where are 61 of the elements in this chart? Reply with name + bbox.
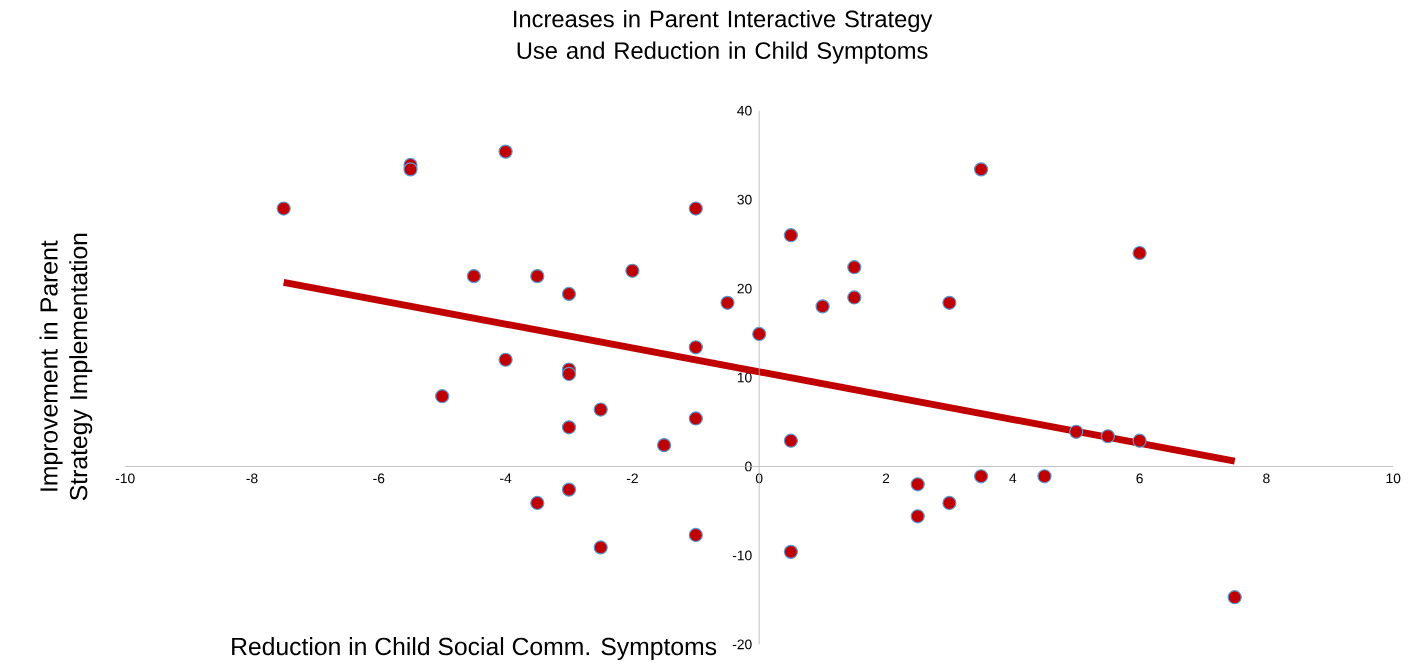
point: [498, 352, 513, 367]
x-tick-label: 0: [755, 473, 763, 484]
x-tick-label: 2: [882, 473, 890, 484]
point: [783, 544, 799, 559]
y-axis-title: Improvement in Parent Strategy Implementation: [39, 233, 93, 501]
point: [973, 469, 989, 484]
point: [276, 201, 291, 216]
x-tick-label: -10: [115, 473, 135, 484]
point: [435, 389, 450, 404]
point: [561, 366, 577, 382]
x-axis-title: Reduction in Child Social Comm. Symptoms: [232, 637, 717, 661]
point: [783, 228, 799, 243]
point: [942, 295, 957, 310]
point: [1227, 590, 1242, 605]
point: [973, 162, 989, 177]
point: [403, 162, 418, 177]
x-tick-label: -2: [626, 473, 638, 484]
point: [688, 527, 703, 543]
point: [783, 433, 799, 448]
point: [815, 299, 830, 314]
point: [561, 482, 577, 497]
y-tick-label: -10: [732, 550, 752, 561]
point: [498, 144, 513, 159]
chart-title: Increases in Parent Interactive Strategy Use and Reduction in Child Symptoms: [514, 9, 933, 64]
x-tick-label: -4: [500, 473, 512, 483]
point: [942, 495, 957, 511]
point: [847, 290, 862, 305]
point: [561, 420, 577, 435]
x-tick-label: 6: [1136, 473, 1143, 484]
point: [688, 201, 703, 216]
point: [688, 411, 703, 426]
point: [1037, 469, 1052, 484]
y-tick-label: 20: [737, 283, 752, 294]
point: [720, 295, 735, 310]
y-tick-label: 0: [745, 461, 752, 472]
point: [530, 495, 545, 511]
x-tick-label: 8: [1263, 473, 1270, 484]
point: [910, 509, 925, 524]
point: [561, 286, 577, 301]
x-tick-label: 10: [1386, 473, 1401, 484]
point: [530, 268, 545, 284]
point: [593, 540, 608, 555]
point: [688, 340, 703, 355]
point: [656, 437, 672, 453]
x-tick-label: -8: [246, 473, 258, 484]
point: [593, 402, 608, 417]
point: [466, 268, 482, 284]
point: [847, 260, 862, 275]
point: [1100, 429, 1116, 444]
point: [1069, 424, 1084, 439]
point: [1132, 245, 1147, 261]
point: [752, 326, 767, 342]
point: [625, 263, 640, 278]
y-tick-label: 40: [737, 105, 752, 116]
y-tick-label: -20: [732, 639, 752, 650]
point: [910, 477, 925, 492]
x-tick-label: -6: [373, 473, 385, 484]
x-tick-label: 4: [1009, 473, 1017, 483]
point: [1132, 433, 1147, 448]
y-tick-label: 10: [737, 372, 752, 383]
y-tick-label: 30: [737, 194, 752, 205]
